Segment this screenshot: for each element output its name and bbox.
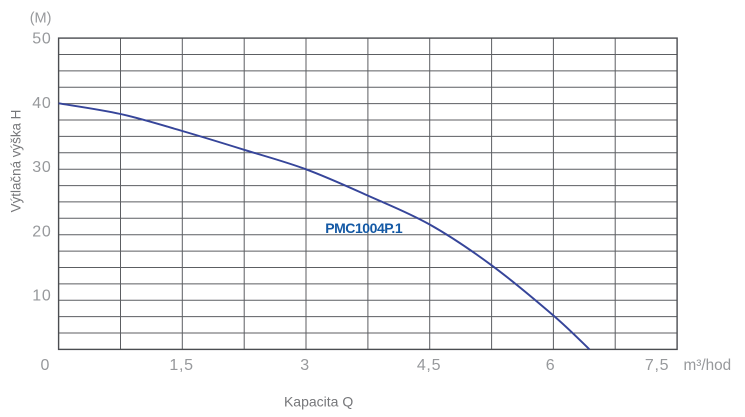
- svg-text:Výtlačná výška H: Výtlačná výška H: [9, 110, 24, 213]
- svg-text:6: 6: [546, 357, 556, 374]
- svg-text:1,5: 1,5: [169, 357, 193, 374]
- svg-text:30: 30: [32, 159, 51, 176]
- svg-text:20: 20: [32, 223, 51, 240]
- svg-text:PMC1004P.1: PMC1004P.1: [325, 220, 403, 236]
- svg-text:40: 40: [32, 95, 51, 112]
- svg-text:3: 3: [300, 357, 310, 374]
- svg-text:4,5: 4,5: [417, 357, 441, 374]
- svg-text:(M): (M): [30, 10, 52, 26]
- svg-text:0: 0: [40, 357, 50, 374]
- svg-text:Kapacita Q: Kapacita Q: [284, 394, 353, 410]
- svg-text:7,5: 7,5: [645, 357, 669, 374]
- svg-text:m³/hod: m³/hod: [684, 357, 732, 374]
- svg-text:10: 10: [32, 288, 51, 305]
- svg-text:50: 50: [32, 31, 51, 48]
